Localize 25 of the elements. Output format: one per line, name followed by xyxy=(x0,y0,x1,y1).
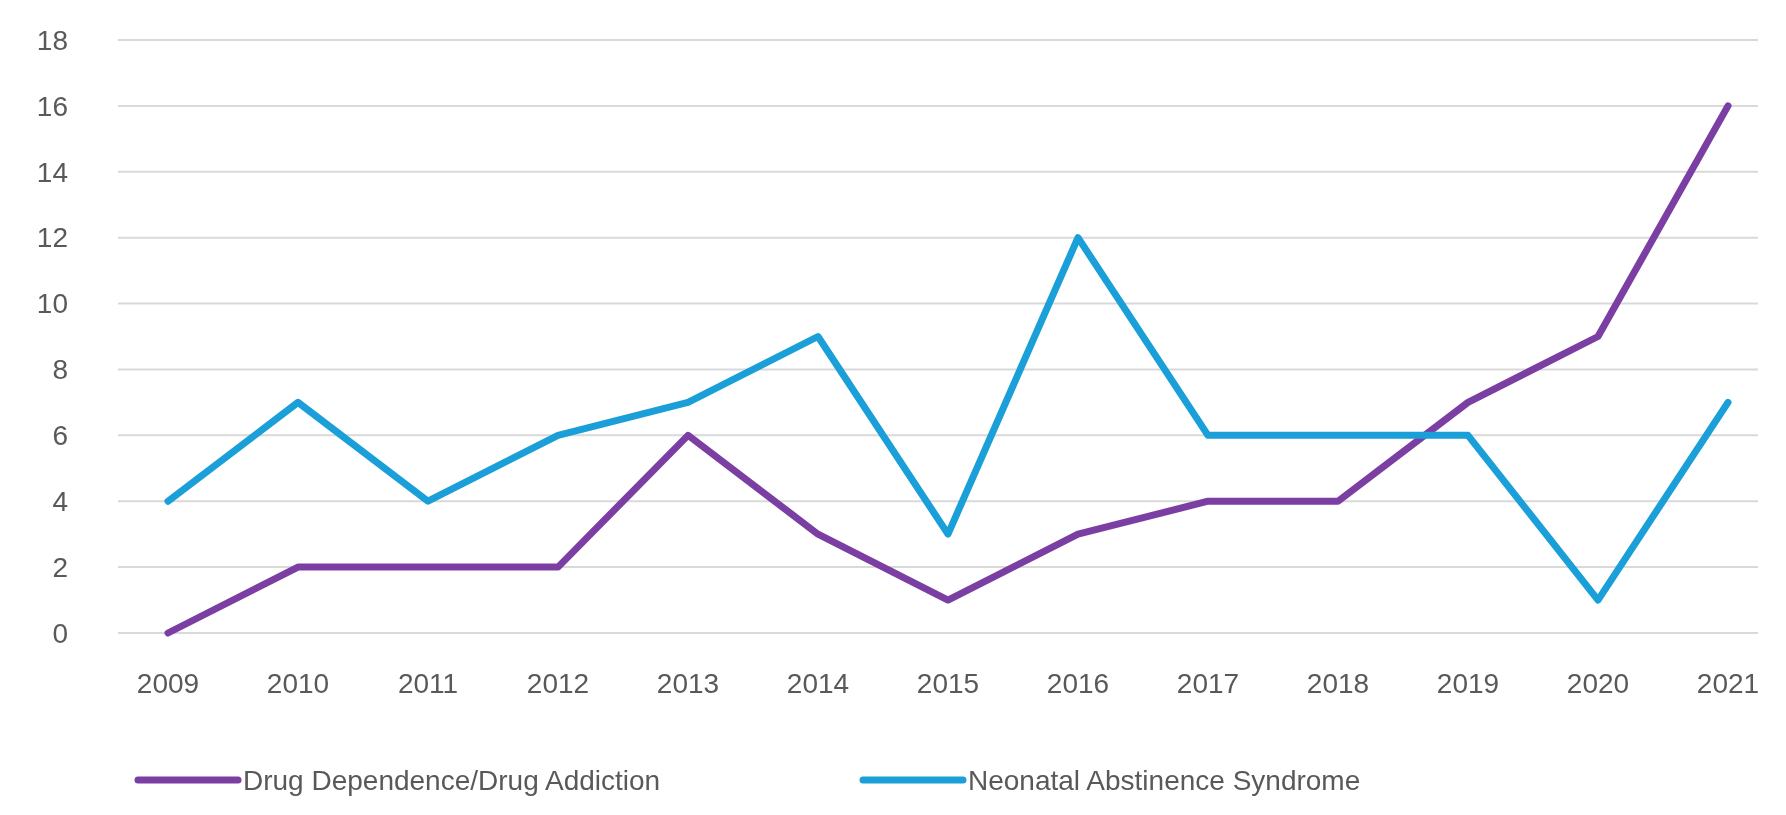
y-tick-label: 18 xyxy=(36,24,68,56)
x-tick-label: 2019 xyxy=(1436,668,1500,699)
x-tick-label: 2013 xyxy=(656,668,720,699)
legend-label: Drug Dependence/Drug Addiction xyxy=(243,764,661,796)
y-tick-label: 16 xyxy=(36,90,68,122)
x-tick-label: 2014 xyxy=(786,668,850,699)
y-tick-label: 0 xyxy=(52,617,68,649)
y-tick-label: 10 xyxy=(36,288,68,320)
legend-label: Neonatal Abstinence Syndrome xyxy=(968,764,1361,796)
x-tick-label: 2016 xyxy=(1046,668,1110,699)
x-tick-label: 2009 xyxy=(136,668,200,699)
y-tick-label: 14 xyxy=(36,156,68,188)
x-tick-label: 2017 xyxy=(1176,668,1240,699)
x-tick-label: 2020 xyxy=(1566,668,1630,699)
x-tick-label: 2021 xyxy=(1696,668,1760,699)
x-tick-label: 2018 xyxy=(1306,668,1370,699)
y-tick-label: 6 xyxy=(52,420,68,452)
x-tick-label: 2012 xyxy=(526,668,590,699)
y-tick-label: 8 xyxy=(52,354,68,386)
y-tick-label: 2 xyxy=(52,551,68,583)
y-tick-label: 12 xyxy=(36,222,68,254)
x-tick-label: 2011 xyxy=(397,668,459,699)
x-tick-label: 2015 xyxy=(916,668,980,699)
y-tick-label: 4 xyxy=(52,486,68,518)
x-tick-label: 2010 xyxy=(266,668,330,699)
